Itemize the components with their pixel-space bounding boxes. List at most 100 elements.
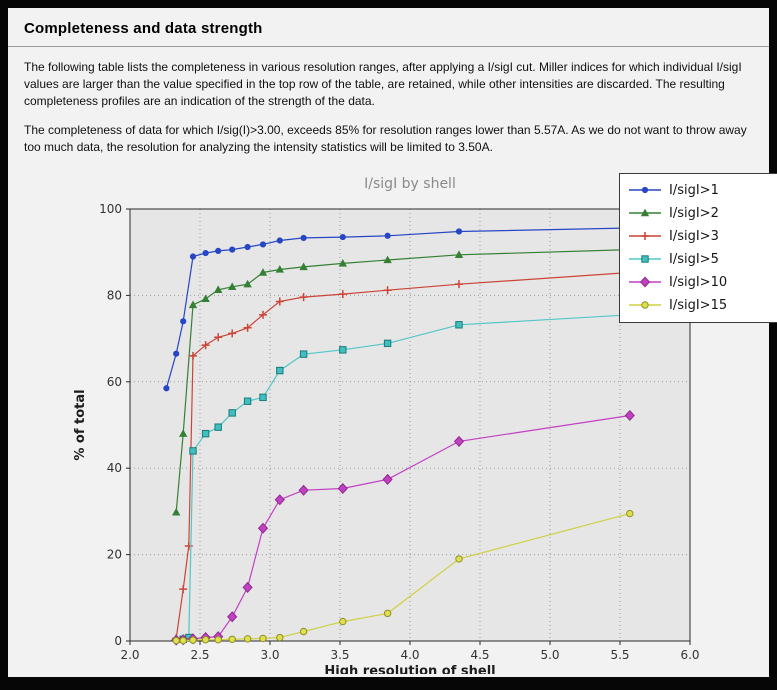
legend-entry: I/sigI>10 bbox=[628, 272, 776, 293]
marker-diamond bbox=[257, 522, 269, 534]
marker-open-circle bbox=[228, 635, 236, 643]
marker-diamond bbox=[227, 611, 238, 623]
marker-open-circle bbox=[259, 634, 267, 643]
marker-triangle bbox=[214, 285, 223, 293]
marker-diamond bbox=[382, 473, 393, 485]
legend-entry: I/sigI>15 bbox=[628, 295, 776, 316]
legend-label: I/sigI>15 bbox=[669, 297, 728, 313]
marker-plus bbox=[338, 290, 347, 299]
marker-circle bbox=[189, 253, 197, 260]
marker-open-circle bbox=[339, 617, 347, 626]
x-axis-label: High resolution of shell bbox=[324, 664, 495, 674]
description-paragraph-2: The completeness of data for which I/sig… bbox=[24, 123, 747, 155]
report-card: Completeness and data strength The follo… bbox=[8, 8, 777, 679]
marker-square bbox=[214, 423, 222, 431]
marker-circle bbox=[339, 233, 346, 241]
marker-circle bbox=[163, 385, 170, 392]
marker-plus bbox=[383, 286, 392, 295]
description-paragraph-1: The following table lists the completene… bbox=[24, 60, 742, 108]
legend-entry: I/sigI>5 bbox=[628, 249, 776, 270]
marker-plus bbox=[184, 541, 193, 550]
marker-square bbox=[455, 321, 463, 329]
marker-plus bbox=[641, 232, 649, 241]
tick-label-x: 2.5 bbox=[190, 648, 209, 662]
marker-circle bbox=[244, 243, 251, 251]
marker-triangle bbox=[454, 250, 464, 258]
tick-label-x: 4.0 bbox=[400, 648, 419, 662]
marker-square bbox=[243, 397, 252, 405]
legend-entry: I/sigI>3 bbox=[628, 226, 776, 247]
marker-triangle bbox=[188, 300, 198, 309]
legend-sample-icon bbox=[629, 232, 661, 241]
tick-label-x: 4.5 bbox=[470, 648, 489, 662]
tick-label-x: 2.0 bbox=[120, 648, 139, 662]
marker-square bbox=[299, 350, 308, 358]
marker-plus bbox=[189, 351, 197, 360]
legend-label: I/sigI>1 bbox=[669, 182, 719, 198]
marker-triangle bbox=[299, 262, 308, 271]
marker-triangle bbox=[228, 282, 237, 290]
legend-label: I/sigI>10 bbox=[669, 274, 728, 290]
chart-legend: I/sigI>1 I/sigI>2 I/sigI>3 I/sigI>5 I/sigI>1… bbox=[619, 172, 777, 323]
marker-square bbox=[276, 366, 284, 375]
header-divider bbox=[8, 46, 769, 47]
tick-label-x: 3.5 bbox=[330, 648, 349, 662]
marker-circle bbox=[384, 232, 391, 239]
legend-sample-icon bbox=[629, 255, 661, 264]
chart: 2.0 2.5 3.0 3.5 4.0 4.5 5.0 5.5 6.0 0 20 40 60 80 100 I… bbox=[68, 169, 777, 679]
marker-square bbox=[383, 339, 392, 348]
legend-sample-icon bbox=[629, 301, 661, 310]
series-line bbox=[175, 248, 630, 513]
chart-title: I/sigI by shell bbox=[364, 176, 456, 192]
marker-square bbox=[201, 429, 210, 438]
marker-plus bbox=[455, 280, 463, 289]
legend-sample-icon bbox=[629, 187, 661, 194]
chart-svg: 2.0 2.5 3.0 3.5 4.0 4.5 5.0 5.5 6.0 0 20 40 60 80 100 I… bbox=[73, 176, 700, 679]
marker-open-circle bbox=[455, 555, 463, 563]
marker-plus bbox=[299, 293, 308, 302]
marker-circle bbox=[276, 237, 283, 244]
marker-triangle bbox=[179, 429, 188, 437]
marker-open-circle bbox=[626, 509, 634, 518]
marker-square bbox=[228, 409, 236, 417]
marker-diamond bbox=[453, 435, 465, 447]
marker-circle bbox=[300, 234, 307, 242]
marker-square bbox=[641, 255, 649, 264]
legend-label: I/sigI>3 bbox=[669, 228, 719, 244]
legend-label: I/sigI>2 bbox=[669, 205, 719, 221]
marker-diamond bbox=[337, 482, 348, 495]
marker-circle bbox=[641, 187, 649, 194]
marker-plus bbox=[243, 323, 252, 332]
marker-diamond bbox=[274, 494, 285, 506]
tick-label-x: 5.5 bbox=[610, 648, 629, 662]
marker-open-circle bbox=[299, 627, 308, 636]
marker-circle bbox=[202, 249, 209, 257]
tick-label-y: 100 bbox=[99, 202, 122, 216]
marker-open-circle bbox=[383, 609, 392, 618]
marker-circle bbox=[229, 246, 236, 253]
marker-diamond bbox=[639, 276, 651, 289]
marker-open-circle bbox=[214, 635, 222, 644]
marker-circle bbox=[215, 247, 222, 254]
legend-entry: I/sigI>1 bbox=[628, 180, 776, 201]
marker-circle bbox=[259, 241, 267, 248]
marker-open-circle bbox=[276, 633, 284, 642]
marker-open-circle bbox=[189, 636, 197, 644]
marker-plus bbox=[214, 333, 223, 342]
marker-triangle bbox=[640, 209, 650, 217]
marker-triangle bbox=[243, 279, 252, 288]
marker-plus bbox=[275, 297, 284, 306]
marker-plus bbox=[228, 329, 237, 338]
marker-triangle bbox=[258, 268, 268, 276]
marker-open-circle bbox=[172, 636, 180, 645]
marker-open-circle bbox=[641, 301, 649, 310]
marker-triangle bbox=[383, 255, 392, 264]
marker-diamond bbox=[298, 484, 309, 496]
tick-label-x: 3.0 bbox=[260, 648, 279, 662]
tick-label-y: 0 bbox=[114, 634, 122, 648]
marker-plus bbox=[201, 341, 210, 350]
marker-open-circle bbox=[179, 636, 187, 645]
marker-plus bbox=[179, 585, 188, 594]
tick-label-y: 40 bbox=[107, 461, 122, 475]
marker-square bbox=[339, 346, 347, 354]
